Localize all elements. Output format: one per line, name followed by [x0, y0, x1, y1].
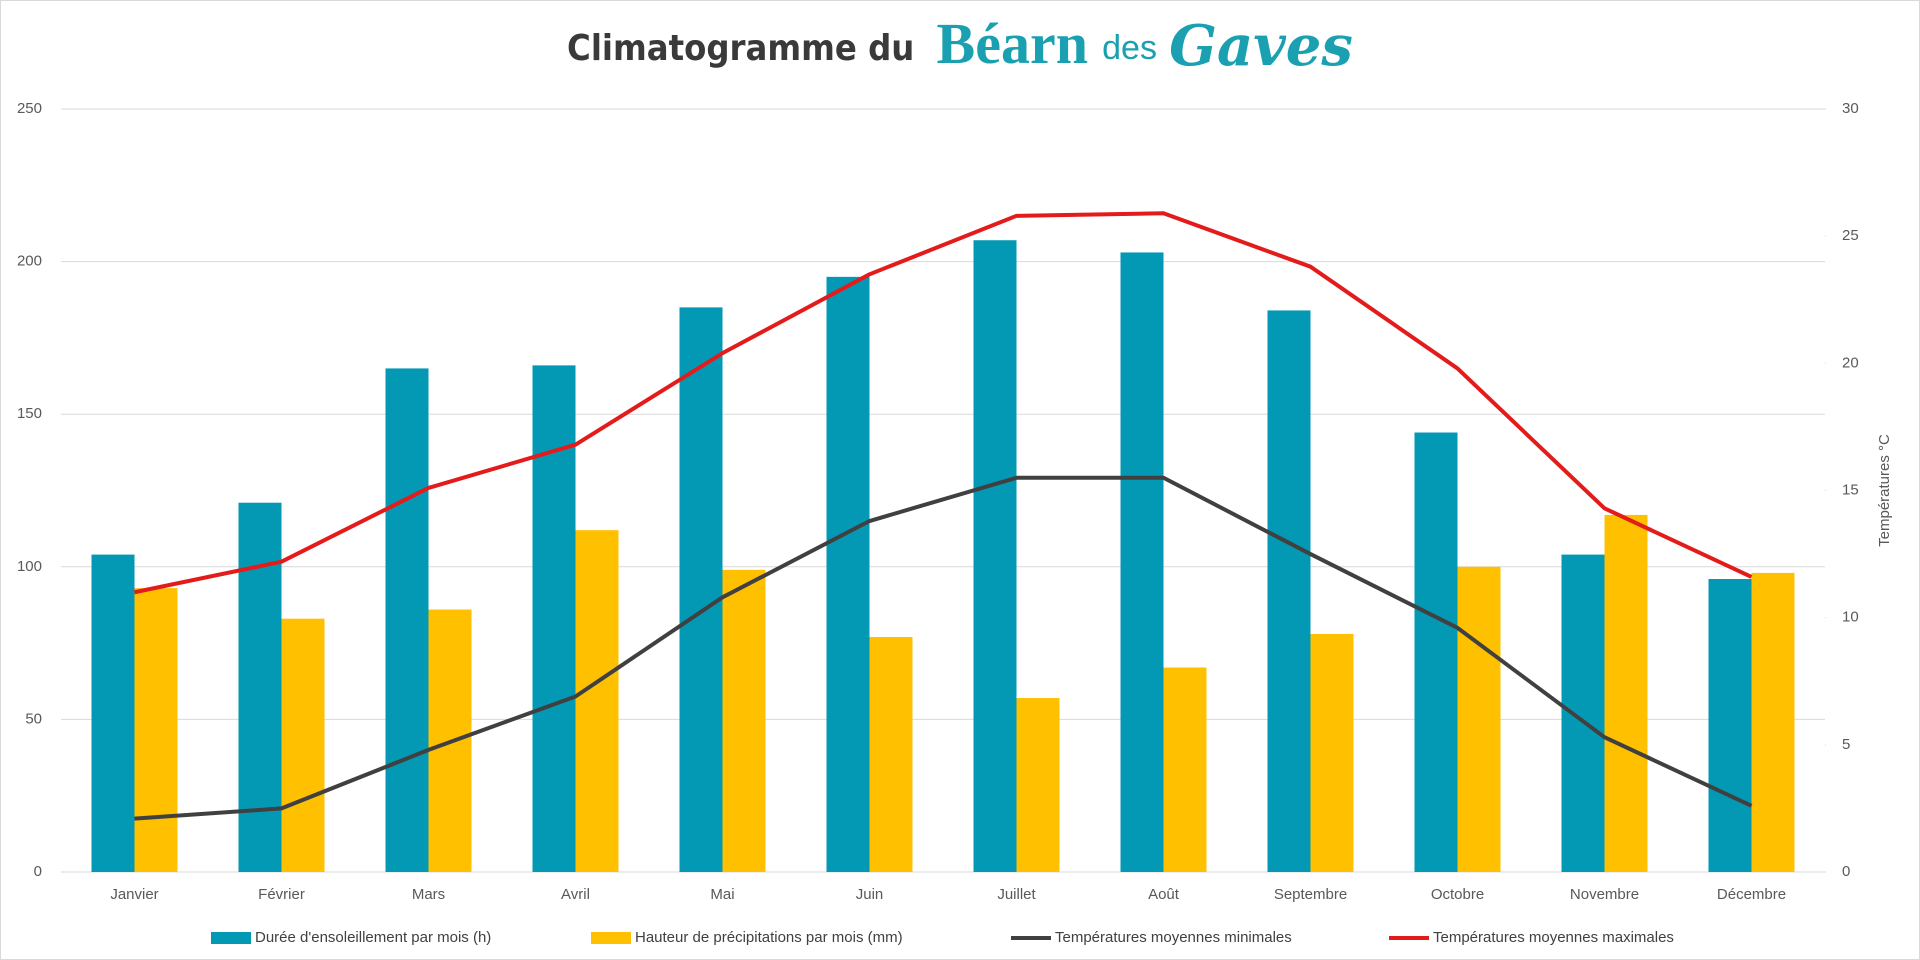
bar — [1457, 566, 1501, 872]
y-tick-label: 100 — [17, 558, 42, 575]
x-tick-label: Juillet — [997, 886, 1036, 903]
y-tick-label: 150 — [17, 405, 42, 422]
y2-tick-label: 15 — [1842, 481, 1859, 498]
x-tick-label: Août — [1148, 886, 1180, 903]
bar — [238, 502, 282, 872]
bar — [1708, 579, 1752, 872]
x-tick-label: Novembre — [1570, 886, 1639, 903]
x-tick-label: Juin — [856, 886, 884, 903]
legend-swatch — [211, 932, 251, 944]
bar — [826, 276, 870, 872]
x-tick-label: Avril — [561, 886, 590, 903]
bar — [869, 636, 913, 872]
legend-label: Températures moyennes minimales — [1055, 929, 1292, 946]
x-tick-label: Janvier — [110, 886, 158, 903]
legend-label: Durée d'ensoleillement par mois (h) — [255, 929, 491, 946]
bar — [1414, 432, 1458, 872]
y2-tick-label: 5 — [1842, 736, 1850, 753]
x-tick-label: Mars — [412, 886, 445, 903]
bar — [575, 530, 619, 872]
bar — [1267, 310, 1311, 872]
legend-swatch — [591, 932, 631, 944]
y-tick-label: 200 — [17, 253, 42, 270]
y-tick-label: 250 — [17, 100, 42, 117]
bar — [134, 588, 178, 872]
bar — [1561, 554, 1605, 872]
y2-tick-label: 10 — [1842, 609, 1859, 626]
bar — [1016, 698, 1060, 872]
y-tick-label: 0 — [34, 863, 42, 880]
bar — [532, 365, 576, 872]
bar — [679, 307, 723, 872]
title-part: Gaves — [1169, 13, 1353, 79]
x-tick-label: Mai — [710, 886, 734, 903]
chart-title: Climatogramme du Béarn des Gaves — [567, 11, 1353, 78]
title-part: Climatogramme du — [567, 28, 914, 69]
x-tick-label: Octobre — [1431, 886, 1484, 903]
bar — [722, 569, 766, 872]
bar — [1310, 633, 1354, 872]
y2-axis-title: Températures °C — [1876, 434, 1893, 547]
x-tick-label: Décembre — [1717, 886, 1786, 903]
legend-label: Hauteur de précipitations par mois (mm) — [635, 929, 903, 946]
y2-tick-label: 0 — [1842, 863, 1850, 880]
bar — [973, 240, 1017, 873]
y-tick-label: 50 — [25, 710, 42, 727]
bar — [1604, 514, 1648, 872]
bar — [1163, 667, 1207, 872]
line — [134, 211, 1753, 595]
bar — [1120, 252, 1164, 873]
bar — [385, 368, 429, 872]
bar — [1751, 572, 1795, 872]
title-part: des — [1102, 29, 1157, 67]
line — [134, 475, 1753, 821]
x-tick-label: Février — [258, 886, 305, 903]
x-tick-label: Septembre — [1274, 886, 1347, 903]
y2-tick-label: 25 — [1842, 227, 1859, 244]
legend-label: Températures moyennes maximales — [1433, 929, 1674, 946]
bar — [281, 618, 325, 872]
y2-tick-label: 20 — [1842, 354, 1859, 371]
title-part: Béarn — [937, 11, 1088, 76]
bar — [91, 554, 135, 872]
y2-tick-label: 30 — [1842, 100, 1859, 117]
